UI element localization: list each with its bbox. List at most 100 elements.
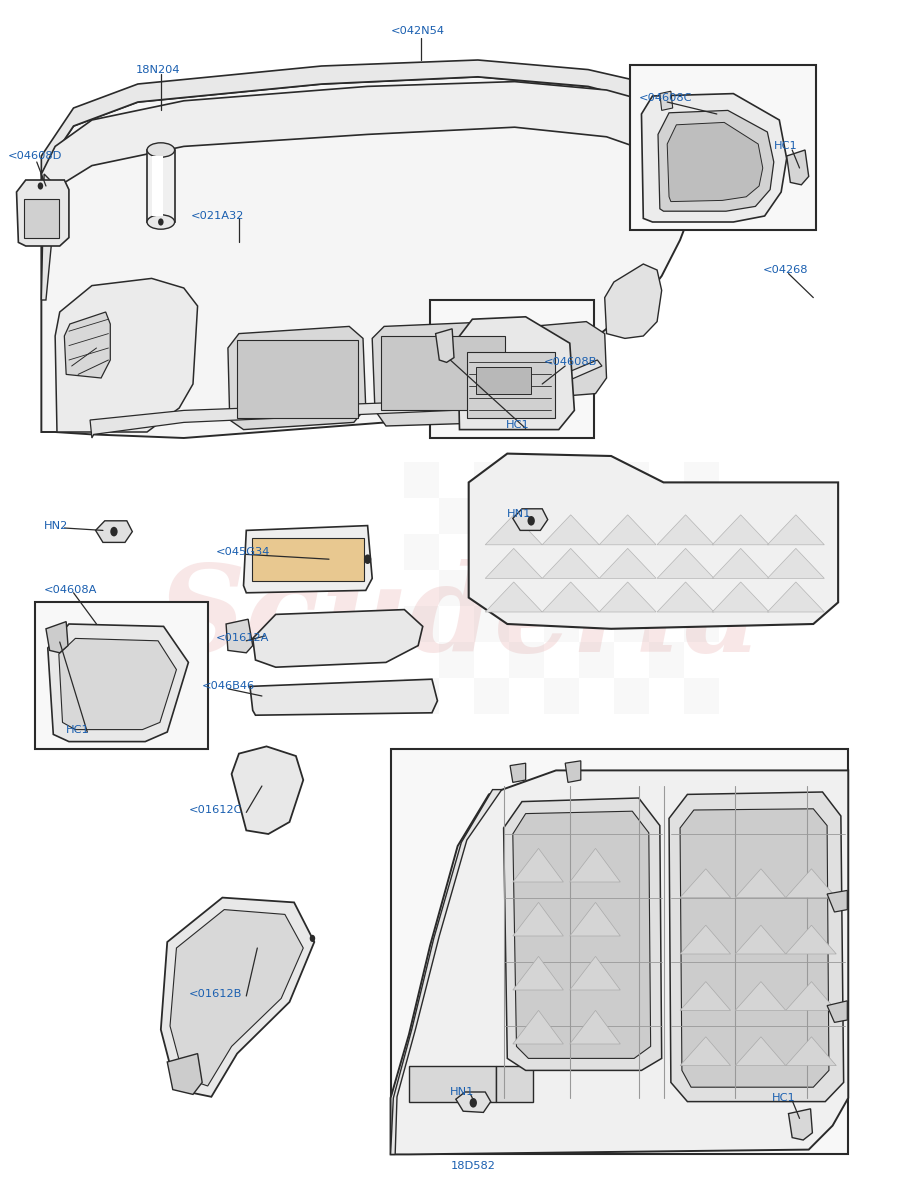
Polygon shape	[712, 582, 769, 612]
Polygon shape	[391, 790, 502, 1154]
Polygon shape	[641, 94, 787, 222]
Bar	[544, 678, 579, 714]
Polygon shape	[735, 982, 786, 1010]
Bar	[474, 462, 509, 498]
Bar	[430, 300, 594, 438]
Bar	[509, 498, 544, 534]
Polygon shape	[244, 526, 372, 593]
Bar	[579, 642, 614, 678]
Bar	[252, 538, 364, 581]
Bar	[474, 678, 509, 714]
Polygon shape	[436, 329, 454, 362]
Bar	[496, 1066, 533, 1102]
Bar	[147, 150, 175, 222]
Polygon shape	[786, 982, 836, 1010]
Polygon shape	[570, 1010, 620, 1044]
Polygon shape	[570, 902, 620, 936]
Polygon shape	[513, 811, 651, 1058]
Bar	[614, 678, 649, 714]
Bar	[381, 336, 505, 410]
Polygon shape	[657, 582, 714, 612]
Text: 18D582: 18D582	[450, 1162, 495, 1171]
Text: Scuderia: Scuderia	[157, 559, 762, 677]
Polygon shape	[48, 624, 188, 742]
Polygon shape	[253, 610, 423, 667]
Bar	[409, 1066, 496, 1102]
Polygon shape	[59, 638, 176, 730]
Text: <04608B: <04608B	[544, 358, 597, 367]
Text: <04268: <04268	[763, 265, 809, 275]
Polygon shape	[391, 770, 848, 1154]
Bar	[684, 678, 719, 714]
Circle shape	[310, 935, 315, 942]
Bar	[474, 534, 509, 570]
Circle shape	[470, 1098, 477, 1108]
Bar	[404, 534, 439, 570]
Text: HC1: HC1	[505, 420, 529, 430]
Polygon shape	[250, 679, 437, 715]
Polygon shape	[458, 317, 574, 430]
Polygon shape	[680, 869, 731, 898]
Polygon shape	[41, 77, 698, 438]
Text: HN1: HN1	[507, 509, 532, 518]
Text: HC1: HC1	[66, 725, 90, 734]
Polygon shape	[570, 956, 620, 990]
Bar	[614, 606, 649, 642]
Bar	[439, 642, 474, 678]
Polygon shape	[372, 322, 515, 426]
Circle shape	[528, 516, 535, 526]
Polygon shape	[513, 956, 563, 990]
Polygon shape	[605, 264, 662, 338]
Polygon shape	[680, 925, 731, 954]
Polygon shape	[64, 312, 110, 378]
Polygon shape	[657, 548, 714, 578]
Ellipse shape	[147, 143, 175, 157]
Bar	[579, 498, 614, 534]
Polygon shape	[786, 869, 836, 898]
Bar	[684, 462, 719, 498]
Bar	[684, 534, 719, 570]
Bar	[649, 498, 684, 534]
Polygon shape	[46, 622, 68, 653]
Polygon shape	[565, 761, 581, 782]
Bar	[24, 199, 59, 238]
Polygon shape	[680, 1037, 731, 1066]
Text: <04608C: <04608C	[639, 94, 692, 103]
Text: HC1: HC1	[774, 142, 798, 151]
Polygon shape	[712, 515, 769, 545]
Text: <04608A: <04608A	[44, 586, 97, 595]
Bar	[579, 570, 614, 606]
Bar	[544, 606, 579, 642]
Bar	[439, 570, 474, 606]
Polygon shape	[735, 925, 786, 954]
Polygon shape	[485, 515, 542, 545]
Polygon shape	[55, 278, 198, 432]
Text: HN1: HN1	[450, 1087, 475, 1097]
Polygon shape	[599, 515, 656, 545]
Bar	[474, 606, 509, 642]
Ellipse shape	[147, 215, 175, 229]
Text: <045G34: <045G34	[216, 547, 270, 557]
Text: <042N54: <042N54	[391, 26, 445, 36]
Text: <01612B: <01612B	[188, 989, 242, 998]
Bar	[649, 570, 684, 606]
Circle shape	[110, 527, 118, 536]
Polygon shape	[522, 322, 607, 398]
Bar	[35, 602, 208, 749]
Bar	[404, 606, 439, 642]
Polygon shape	[767, 582, 824, 612]
Polygon shape	[599, 582, 656, 612]
Bar	[630, 65, 816, 230]
Bar	[614, 462, 649, 498]
Bar	[614, 534, 649, 570]
Polygon shape	[485, 548, 542, 578]
Polygon shape	[767, 515, 824, 545]
Polygon shape	[170, 910, 303, 1086]
Polygon shape	[787, 150, 809, 185]
Bar	[649, 642, 684, 678]
Polygon shape	[485, 582, 542, 612]
Text: HC1: HC1	[772, 1093, 796, 1103]
Polygon shape	[767, 548, 824, 578]
Polygon shape	[41, 82, 698, 204]
Polygon shape	[827, 1001, 847, 1022]
